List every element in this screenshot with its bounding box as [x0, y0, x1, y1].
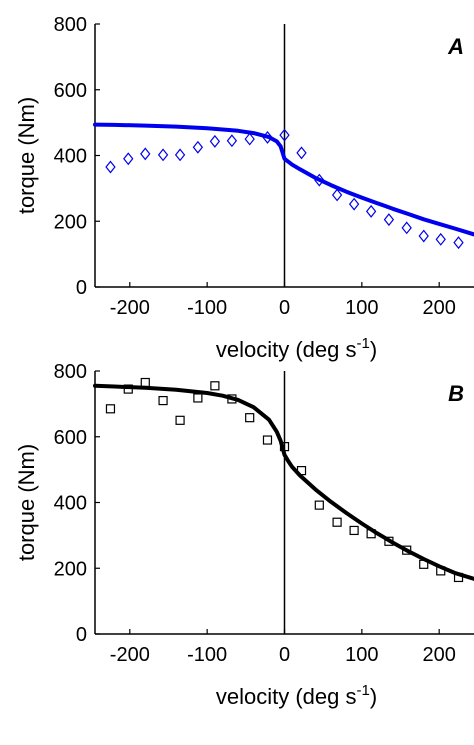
data-point-square	[436, 566, 446, 576]
data-point-diamond	[262, 130, 273, 144]
data-point-square	[419, 559, 429, 569]
data-point-square	[140, 377, 150, 388]
data-point-square	[193, 393, 203, 403]
data-point-square	[158, 395, 168, 406]
panel-label: B	[448, 381, 464, 406]
chart-panel-a: -200 -100 0 100 200 0 200 400 600 800 velocity (de…	[14, 14, 474, 362]
data-point-square	[245, 413, 255, 423]
data-point-diamond	[365, 204, 377, 218]
data-point-diamond	[244, 132, 255, 146]
model-fit-line	[93, 122, 474, 237]
data-point-diamond	[105, 160, 116, 174]
x-tick-label: 0	[279, 644, 290, 666]
data-point-square	[210, 381, 220, 391]
x-tick-label: 200	[423, 644, 456, 666]
panel-label: A	[447, 34, 464, 59]
data-point-diamond	[348, 197, 360, 211]
data-point-square	[279, 442, 290, 452]
data-point-square	[332, 517, 342, 527]
data-point-square	[262, 435, 273, 445]
y-tick-label: 600	[54, 427, 87, 449]
data-point-square	[296, 466, 307, 476]
data-point-square	[384, 536, 394, 546]
data-point-square	[175, 415, 185, 425]
data-point-diamond	[401, 221, 412, 235]
x-tick-label: 100	[345, 644, 378, 666]
x-tick-label: -200	[110, 297, 150, 319]
data-point-diamond	[453, 236, 464, 250]
y-tick-label: 200	[54, 558, 87, 580]
y-tick-label: 800	[54, 14, 87, 36]
y-tick-label: 800	[54, 361, 87, 383]
y-tick-label: 400	[54, 146, 87, 168]
data-point-diamond	[140, 147, 151, 161]
data-point-square	[227, 394, 237, 404]
x-tick-label: -100	[187, 644, 227, 666]
data-point-square	[402, 545, 412, 555]
x-tick-label: 100	[345, 297, 378, 319]
data-point-diamond	[226, 134, 238, 148]
x-axis-label: velocity (deg s-1)	[216, 682, 377, 709]
data-point-diamond	[123, 152, 134, 166]
data-point-diamond	[435, 232, 446, 246]
data-point-diamond	[192, 140, 204, 154]
x-tick-label: -100	[187, 297, 227, 319]
data-point-diamond	[296, 146, 307, 160]
data-point-diamond	[174, 148, 186, 162]
y-tick-label: 600	[54, 80, 87, 102]
data-point-square	[123, 384, 133, 394]
y-tick-label: 0	[76, 624, 87, 646]
data-point-square	[453, 572, 464, 583]
x-tick-label: 0	[279, 297, 290, 319]
data-point-diamond	[157, 148, 169, 162]
data-point-diamond	[418, 229, 429, 243]
data-point-diamond	[314, 173, 325, 187]
x-axis-label: velocity (deg s-1)	[216, 335, 377, 362]
y-tick-label: 400	[54, 493, 87, 515]
data-point-square	[349, 525, 359, 536]
y-axis-label: torque (Nm)	[14, 444, 39, 561]
y-tick-label: 200	[54, 211, 87, 233]
y-tick-label: 0	[76, 277, 87, 299]
x-tick-label: 200	[423, 297, 456, 319]
data-point-diamond	[209, 134, 221, 148]
data-point-diamond	[383, 213, 395, 227]
data-point-square	[366, 529, 376, 539]
data-point-square	[314, 500, 324, 510]
data-point-square	[105, 404, 116, 414]
data-point-diamond	[331, 188, 343, 202]
model-fit-line	[93, 383, 474, 581]
y-axis-label: torque (Nm)	[14, 97, 39, 214]
data-point-diamond	[279, 128, 290, 142]
chart-panel-b: -200 -100 0 100 200 0 200 400 600 800 velocity (de…	[14, 361, 474, 709]
x-tick-label: -200	[110, 644, 150, 666]
